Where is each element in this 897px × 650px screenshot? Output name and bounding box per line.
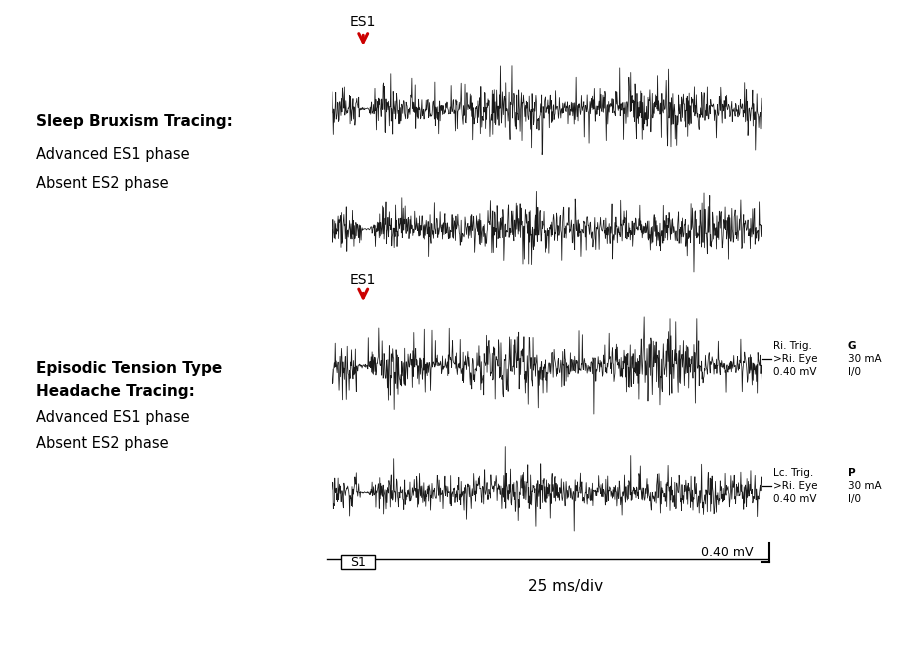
- Text: >Ri. Eye: >Ri. Eye: [773, 354, 818, 364]
- Text: P: P: [848, 468, 856, 478]
- Text: Sleep Bruxism Tracing:: Sleep Bruxism Tracing:: [36, 114, 232, 129]
- Text: 0.40 mV: 0.40 mV: [773, 367, 816, 377]
- Text: ES1: ES1: [350, 15, 377, 29]
- Text: I/0: I/0: [848, 494, 860, 504]
- Text: 25 ms/div: 25 ms/div: [527, 578, 603, 594]
- Text: 0.40 mV: 0.40 mV: [773, 494, 816, 504]
- Text: 0.40 mV: 0.40 mV: [701, 546, 753, 559]
- Text: ES1: ES1: [350, 273, 377, 287]
- Text: Absent ES2 phase: Absent ES2 phase: [36, 436, 169, 451]
- Text: Headache Tracing:: Headache Tracing:: [36, 384, 195, 399]
- Text: Lc. Trig.: Lc. Trig.: [773, 468, 814, 478]
- Text: G: G: [848, 341, 856, 351]
- Text: I/0: I/0: [848, 367, 860, 377]
- Text: S1: S1: [350, 556, 366, 569]
- Text: 30 mA: 30 mA: [848, 481, 881, 491]
- Text: Absent ES2 phase: Absent ES2 phase: [36, 176, 169, 191]
- Text: >Ri. Eye: >Ri. Eye: [773, 481, 818, 491]
- Text: Ri. Trig.: Ri. Trig.: [773, 341, 812, 351]
- Text: 30 mA: 30 mA: [848, 354, 881, 364]
- Text: Advanced ES1 phase: Advanced ES1 phase: [36, 147, 189, 162]
- Text: Advanced ES1 phase: Advanced ES1 phase: [36, 410, 189, 425]
- Text: Episodic Tension Type: Episodic Tension Type: [36, 361, 222, 376]
